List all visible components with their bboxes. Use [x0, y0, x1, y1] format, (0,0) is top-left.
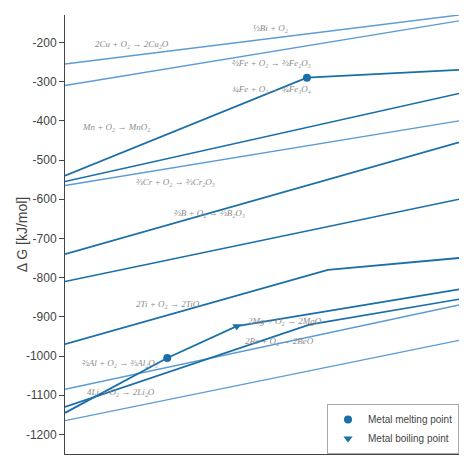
svg-text:-900: -900: [33, 310, 57, 324]
svg-text:Mn + O₂ → MnO₂: Mn + O₂ → MnO₂: [82, 122, 150, 132]
svg-text:-500: -500: [33, 153, 57, 167]
svg-text:-800: -800: [33, 271, 57, 285]
svg-text:Metal melting point: Metal melting point: [368, 414, 452, 425]
svg-text:2Ti + O₂ → 2TiO: 2Ti + O₂ → 2TiO: [136, 299, 200, 309]
svg-text:-400: -400: [33, 114, 57, 128]
svg-text:Δ G [kJ/mol]: Δ G [kJ/mol]: [14, 197, 30, 272]
svg-text:-1100: -1100: [27, 388, 57, 402]
svg-text:⅔Al + O₂ → ⅔Al₂O₃: ⅔Al + O₂ → ⅔Al₂O₃: [82, 358, 158, 368]
svg-text:-600: -600: [33, 192, 57, 206]
svg-text:-200: -200: [33, 36, 57, 50]
svg-text:-700: -700: [33, 232, 57, 246]
svg-text:-1200: -1200: [26, 428, 57, 442]
svg-text:Metal boiling point: Metal boiling point: [368, 433, 449, 444]
svg-text:2Cu + O₂ → 2Cu₂O: 2Cu + O₂ → 2Cu₂O: [95, 39, 169, 49]
svg-text:⅔Cr + O₂ → ⅔Cr₂O₃: ⅔Cr + O₂ → ⅔Cr₂O₃: [136, 177, 215, 187]
svg-text:⅔B + O₂ → ⅔B₂O₃: ⅔B + O₂ → ⅔B₂O₃: [174, 208, 245, 218]
svg-text:2Mg + O₂ → 2MgO: 2Mg + O₂ → 2MgO: [248, 316, 322, 326]
svg-text:-300: -300: [33, 75, 57, 89]
svg-text:⅔Fe + O₂ → ⅔Fe₂O₃: ⅔Fe + O₂ → ⅔Fe₂O₃: [232, 58, 311, 68]
svg-text:-1000: -1000: [26, 349, 57, 363]
svg-text:2Be + O₂ → 2BeO: 2Be + O₂ → 2BeO: [245, 336, 314, 346]
svg-text:⅓Bi + O₂: ⅓Bi + O₂: [253, 23, 288, 33]
svg-text:4Li + O₂ → 2Li₂O: 4Li + O₂ → 2Li₂O: [87, 387, 155, 397]
svg-text:¾Fe + O₂ → ¾Fe₃O₄: ¾Fe + O₂ → ¾Fe₃O₄: [232, 84, 311, 94]
